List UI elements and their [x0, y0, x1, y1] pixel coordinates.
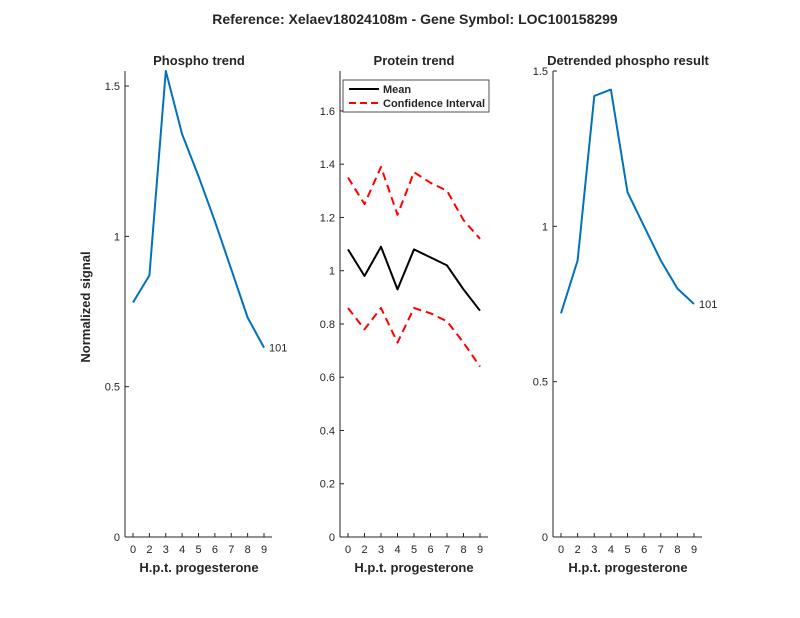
figure-title: Reference: Xelaev18024108m - Gene Symbol… — [212, 11, 618, 27]
y-tick-label: 0.8 — [320, 319, 335, 331]
x-tick-label: 4 — [608, 544, 614, 556]
x-tick-label: 4 — [394, 544, 400, 556]
x-tick-label: 7 — [658, 544, 664, 556]
x-tick-label: 3 — [163, 544, 169, 556]
x-tick-label: 8 — [674, 544, 680, 556]
y-tick-label: 0.4 — [320, 425, 335, 437]
y-tick-label: 1.2 — [320, 212, 335, 224]
y-tick-label: 1.5 — [105, 81, 120, 93]
series-end-label: 101 — [269, 343, 287, 355]
protein-trend-legend: Mean Confidence Interval — [342, 79, 490, 113]
x-tick-label: 6 — [212, 544, 218, 556]
phospho-trend-xlabel: H.p.t. progesterone — [139, 560, 258, 575]
x-tick-label: 6 — [427, 544, 433, 556]
phospho-trend-ylabel: Normalized signal — [78, 251, 93, 362]
legend-box — [342, 79, 490, 113]
x-tick-label: 9 — [691, 544, 697, 556]
x-tick-label: 0 — [558, 544, 564, 556]
protein-trend-series-line-1 — [347, 165, 481, 240]
x-tick-label: 9 — [261, 544, 267, 556]
x-tick-label: 3 — [378, 544, 384, 556]
phospho-trend-series-line-0 — [132, 70, 265, 349]
legend-mean-label: Mean — [383, 84, 411, 96]
phospho-trend-title: Phospho trend — [153, 53, 245, 68]
y-tick-label: 0.2 — [320, 479, 335, 491]
protein-trend-marks: 00.20.40.60.811.21.41.60 2 3 4 5 6 7 8 9 — [320, 71, 488, 556]
series-end-label: 101 — [699, 299, 717, 311]
x-tick-label: 5 — [195, 544, 201, 556]
x-tick-label: 2 — [575, 544, 581, 556]
x-tick-label: 6 — [641, 544, 647, 556]
y-tick-label: 0.5 — [533, 377, 548, 389]
x-tick-label: 4 — [179, 544, 185, 556]
y-tick-label: 1.6 — [320, 106, 335, 118]
y-tick-label: 0 — [329, 532, 335, 544]
x-tick-label: 8 — [245, 544, 251, 556]
y-tick-label: 0.6 — [320, 372, 335, 384]
y-tick-label: 1 — [114, 231, 120, 243]
x-tick-label: 7 — [228, 544, 234, 556]
y-tick-label: 1 — [329, 266, 335, 278]
x-tick-label: 0 — [130, 544, 136, 556]
detrended-phospho-xlabel: H.p.t. progesterone — [568, 560, 687, 575]
protein-trend-panel: 00.20.40.60.811.21.41.60 2 3 4 5 6 7 8 9 Protein… — [320, 53, 490, 575]
x-tick-label: 0 — [345, 544, 351, 556]
protein-trend-title: Protein trend — [374, 53, 455, 68]
x-tick-label: 8 — [460, 544, 466, 556]
legend-ci-label: Confidence Interval — [383, 98, 485, 110]
x-tick-label: 5 — [411, 544, 417, 556]
detrended-phospho-series-line-0 — [560, 88, 695, 314]
protein-trend-series-line-2 — [347, 307, 481, 368]
y-tick-label: 1.4 — [320, 159, 335, 171]
y-tick-label: 0 — [542, 532, 548, 544]
y-tick-label: 0.5 — [105, 382, 120, 394]
detrended-phospho-title: Detrended phospho result — [547, 53, 709, 68]
protein-trend-xlabel: H.p.t. progesterone — [354, 560, 473, 575]
x-tick-label: 7 — [444, 544, 450, 556]
y-tick-label: 1.5 — [533, 66, 548, 78]
x-tick-label: 3 — [591, 544, 597, 556]
y-tick-label: 1 — [542, 221, 548, 233]
x-tick-label: 2 — [146, 544, 152, 556]
x-tick-label: 9 — [477, 544, 483, 556]
y-tick-label: 0 — [114, 532, 120, 544]
x-tick-label: 2 — [361, 544, 367, 556]
protein-trend-series-line-0 — [347, 245, 481, 312]
x-tick-label: 5 — [624, 544, 630, 556]
